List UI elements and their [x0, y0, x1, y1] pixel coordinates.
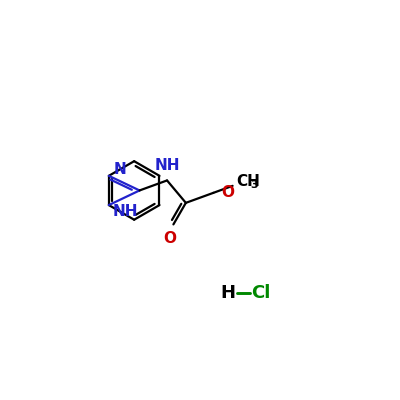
Text: H: H [221, 284, 236, 302]
Text: NH: NH [154, 158, 180, 173]
Text: 3: 3 [250, 180, 258, 190]
Text: CH: CH [236, 174, 260, 190]
Text: NH: NH [113, 204, 138, 219]
Text: O: O [221, 185, 234, 200]
Text: N: N [114, 162, 126, 177]
Text: Cl: Cl [251, 284, 270, 302]
Text: O: O [163, 230, 176, 246]
